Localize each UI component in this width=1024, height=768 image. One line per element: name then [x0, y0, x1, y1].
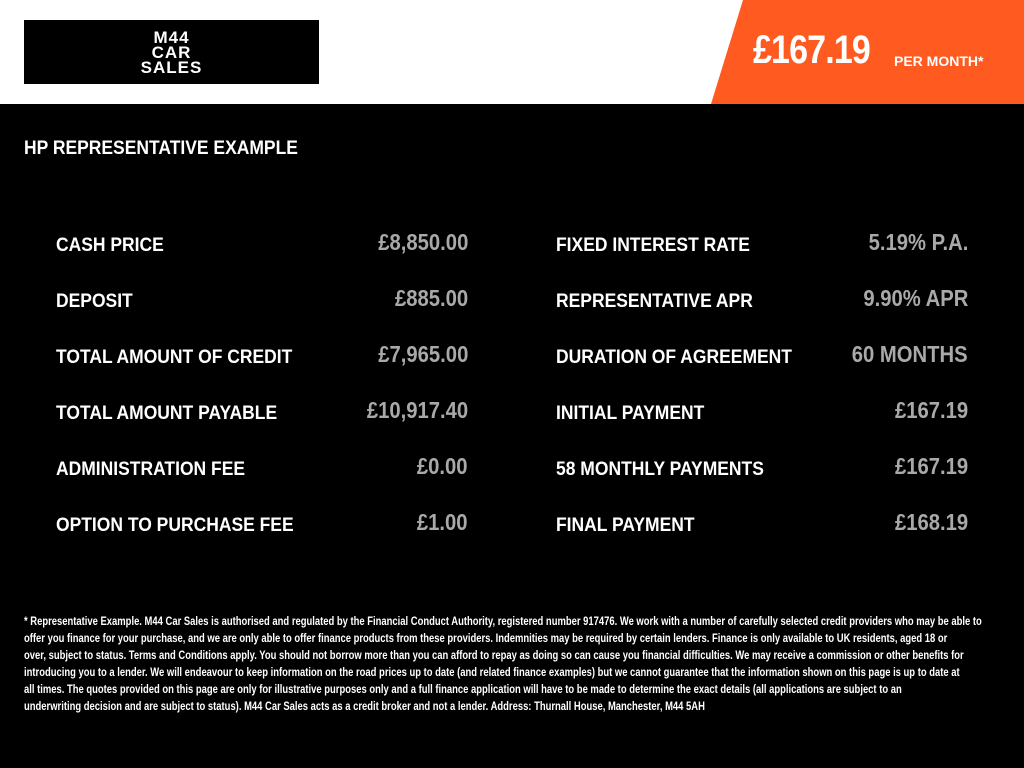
finance-value: 5.19% P.A.: [868, 229, 968, 255]
finance-row: OPTION TO PURCHASE FEE £1.00: [56, 509, 468, 539]
finance-label: CASH PRICE: [56, 235, 164, 256]
finance-label: FINAL PAYMENT: [556, 515, 695, 536]
finance-value: £167.19: [894, 397, 968, 423]
finance-row: CASH PRICE £8,850.00: [56, 229, 468, 259]
disclaimer-line: over, subject to status. Terms and Condi…: [24, 650, 964, 662]
finance-value: £8,850.00: [377, 229, 468, 255]
finance-label: FIXED INTEREST RATE: [556, 235, 750, 256]
finance-row: DEPOSIT £885.00: [56, 285, 468, 315]
finance-row: 58 MONTHLY PAYMENTS £167.19: [556, 453, 968, 483]
page-title: HP REPRESENTATIVE EXAMPLE: [24, 138, 298, 159]
monthly-price: £167.19: [753, 28, 871, 72]
finance-row: INITIAL PAYMENT £167.19: [556, 397, 968, 427]
finance-row: REPRESENTATIVE APR 9.90% APR: [556, 285, 968, 315]
price-panel: [711, 0, 1024, 104]
finance-value: £167.19: [894, 453, 968, 479]
finance-value: £0.00: [417, 453, 468, 479]
finance-label: ADMINISTRATION FEE: [56, 459, 246, 480]
disclaimer-line: * Representative Example. M44 Car Sales …: [24, 616, 982, 628]
finance-row: FINAL PAYMENT £168.19: [556, 509, 968, 539]
finance-label: REPRESENTATIVE APR: [556, 291, 753, 312]
finance-label: TOTAL AMOUNT PAYABLE: [56, 403, 278, 424]
finance-label: DEPOSIT: [56, 291, 133, 312]
finance-value: 9.90% APR: [863, 285, 968, 311]
disclaimer-line: underwriting decision and are subject to…: [24, 701, 705, 713]
finance-row: TOTAL AMOUNT OF CREDIT £7,965.00: [56, 341, 468, 371]
finance-label: DURATION OF AGREEMENT: [556, 347, 792, 368]
finance-label: 58 MONTHLY PAYMENTS: [556, 459, 764, 480]
finance-value: £7,965.00: [377, 341, 468, 367]
disclaimer-line: all times. The quotes provided on this p…: [24, 684, 902, 696]
disclaimer-line: introducing you to a lender. We will end…: [24, 667, 960, 679]
finance-row: TOTAL AMOUNT PAYABLE £10,917.40: [56, 397, 468, 427]
finance-value: £10,917.40: [366, 397, 468, 423]
disclaimer-line: offer you finance for your purchase, and…: [24, 633, 948, 645]
finance-value: 60 MONTHS: [852, 341, 968, 367]
finance-row: FIXED INTEREST RATE 5.19% P.A.: [556, 229, 968, 259]
logo: M44 CAR SALES: [24, 20, 319, 84]
logo-text: M44 CAR SALES: [140, 27, 203, 77]
finance-label: TOTAL AMOUNT OF CREDIT: [56, 347, 293, 368]
finance-row: ADMINISTRATION FEE £0.00: [56, 453, 468, 483]
disclaimer: * Representative Example. M44 Car Sales …: [24, 614, 984, 716]
finance-label: OPTION TO PURCHASE FEE: [56, 515, 294, 536]
finance-value: £168.19: [894, 509, 968, 535]
finance-value: £1.00: [417, 509, 468, 535]
finance-row: DURATION OF AGREEMENT 60 MONTHS: [556, 341, 968, 371]
per-month-label: PER MONTH*: [894, 53, 984, 69]
finance-label: INITIAL PAYMENT: [556, 403, 705, 424]
finance-value: £885.00: [394, 285, 468, 311]
